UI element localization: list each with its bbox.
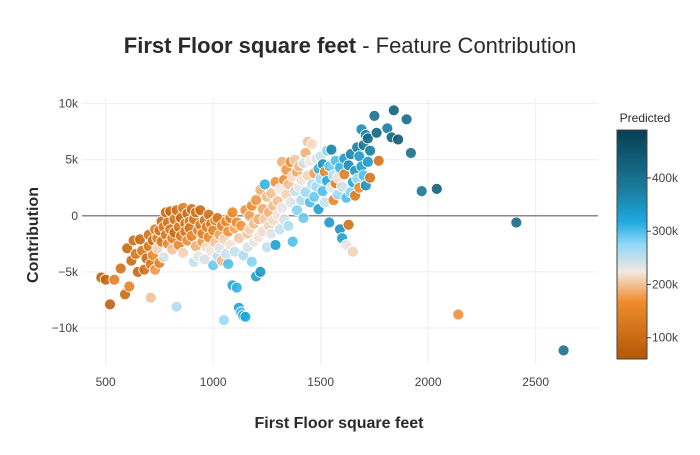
scatter-point xyxy=(361,132,374,145)
chart-title-bold: First Floor square feet xyxy=(124,33,357,58)
x-tick-label: 2500 xyxy=(522,375,549,389)
scatter-point xyxy=(123,280,136,293)
scatter-point xyxy=(336,180,349,193)
colorbar: Predicted 100k 200k 300k 400k xyxy=(616,111,679,360)
colorbar-tick-label: 200k xyxy=(652,277,679,291)
scatter-point xyxy=(291,204,303,217)
colorbar-gradient xyxy=(616,129,648,360)
x-tick-label: 1000 xyxy=(200,375,227,389)
scatter-point xyxy=(510,216,523,229)
colorbar-ticks: 100k 200k 300k 400k xyxy=(647,171,679,345)
y-tick-labels: 10k 5k 0 −5k −10k xyxy=(52,97,79,335)
scatter-point xyxy=(144,291,157,304)
scatter-point xyxy=(254,265,267,278)
scatter-point xyxy=(364,171,377,184)
scatter-point xyxy=(157,251,170,264)
y-tick-label: −10k xyxy=(52,321,79,335)
scatter-point xyxy=(226,206,239,219)
scatter-point xyxy=(108,273,121,286)
x-tick-label: 2000 xyxy=(415,375,442,389)
y-tick-label: 10k xyxy=(59,97,79,111)
scatter-point xyxy=(177,246,190,259)
scatter-point xyxy=(282,219,295,232)
scatter-point xyxy=(368,110,381,122)
scatter-point xyxy=(346,245,359,258)
y-tick-label: −5k xyxy=(58,265,79,279)
x-axis-title: First Floor square feet xyxy=(255,415,425,432)
scatter-point xyxy=(222,258,235,270)
colorbar-title: Predicted xyxy=(620,111,671,125)
scatter-point xyxy=(245,255,258,268)
chart-title: First Floor square feet - Feature Contri… xyxy=(124,33,576,58)
scatter-point xyxy=(170,300,183,313)
scatter-point xyxy=(361,155,374,168)
scatter-point xyxy=(430,182,443,195)
x-tick-label: 1500 xyxy=(307,375,334,389)
y-axis-title: Contribution xyxy=(25,187,42,283)
scatter-point xyxy=(557,344,570,357)
scatter-point xyxy=(104,298,116,311)
y-tick-label: 5k xyxy=(65,153,79,167)
scatter-point xyxy=(325,143,338,156)
scatter-point xyxy=(415,185,428,198)
scatter-point xyxy=(276,201,288,214)
scatter-point xyxy=(342,218,355,231)
scatter-point xyxy=(297,212,310,224)
x-tick-labels: 500 1000 1500 2000 2500 xyxy=(96,375,550,389)
scatter-point xyxy=(400,113,413,126)
scatter-point xyxy=(387,104,400,117)
scatter-point xyxy=(392,133,405,146)
scatter-point xyxy=(323,216,336,229)
chart-title-rest: - Feature Contribution xyxy=(356,33,576,58)
scatter-point xyxy=(217,314,230,327)
scatter-point xyxy=(198,253,211,266)
scatter-point xyxy=(286,235,299,248)
y-tick-label: 0 xyxy=(71,209,78,223)
scatter-point xyxy=(372,154,385,167)
data-points xyxy=(95,104,570,357)
scatter-point xyxy=(121,242,134,255)
scatter-point xyxy=(364,144,377,157)
scatter-point xyxy=(404,147,417,159)
colorbar-tick-label: 400k xyxy=(652,171,679,185)
x-tick-label: 500 xyxy=(96,375,116,389)
colorbar-tick-label: 100k xyxy=(652,331,679,345)
scatter-point xyxy=(230,281,243,294)
scatter-point xyxy=(306,138,319,150)
scatter-point xyxy=(269,239,282,251)
scatter-point xyxy=(114,262,127,275)
scatter-point xyxy=(452,308,465,321)
scatter-point xyxy=(250,194,263,207)
colorbar-tick-label: 300k xyxy=(652,224,679,238)
scatter-point xyxy=(239,310,252,323)
scatter-point xyxy=(370,126,383,139)
